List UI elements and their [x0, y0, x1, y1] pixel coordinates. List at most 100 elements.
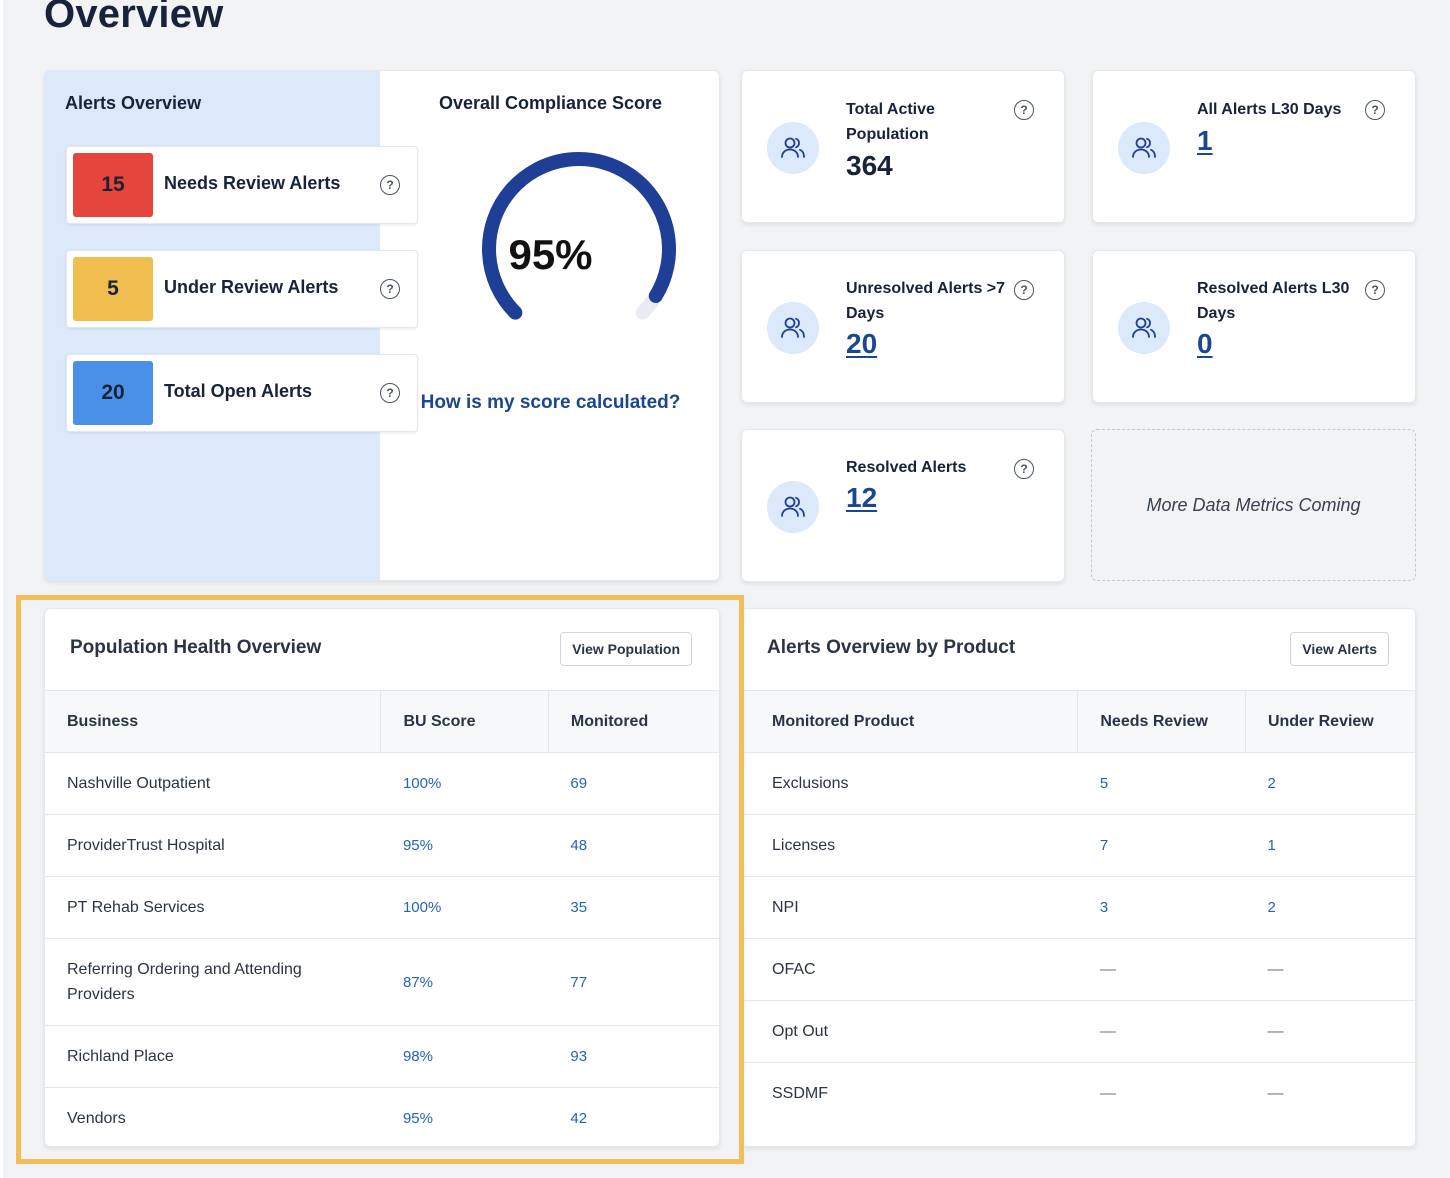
table-row: Referring Ordering and Attending Provide… — [45, 938, 719, 1026]
business-name: Referring Ordering and Attending Provide… — [45, 938, 381, 1026]
column-header-monitored-product[interactable]: Monitored Product — [742, 690, 1078, 753]
metric-label: Total Active Population — [846, 101, 935, 143]
table-row: SSDMF — — — [742, 1063, 1415, 1125]
page-title: Overview — [44, 0, 224, 36]
alerts-overview-title: Alerts Overview — [65, 93, 202, 113]
needs-review-label: Needs Review Alerts — [164, 173, 341, 193]
table-row: Licenses 7 1 — [742, 814, 1415, 877]
population-health-card: Population Health Overview View Populati… — [44, 608, 720, 1147]
bu-score-link[interactable]: 98% — [380, 1025, 549, 1088]
business-name: Vendors — [67, 1110, 126, 1128]
compliance-score-value: 95% — [508, 231, 593, 278]
alerts-by-product-title: Alerts Overview by Product — [767, 637, 1016, 658]
alerts-by-product-table: Monitored Product Needs Review Under Rev… — [742, 690, 1415, 1125]
total-open-count: 20 — [73, 361, 153, 425]
bu-score-link[interactable]: 87% — [380, 938, 549, 1026]
business-name: Richland Place — [45, 1025, 381, 1088]
bu-score-link[interactable]: 95% — [380, 814, 549, 877]
alerts-overview-panel: Alerts Overview 15 Needs Review Alerts ?… — [45, 71, 418, 580]
total-open-label: Total Open Alerts — [164, 381, 313, 401]
table-row: Richland Place 98% 93 — [45, 1025, 719, 1088]
product-name: OFAC — [742, 938, 1078, 1001]
metric-label: Unresolved Alerts >7 Days — [846, 280, 1006, 322]
column-header-bu-score[interactable]: BU Score — [380, 690, 549, 753]
monitored-count-link[interactable]: 48 — [548, 814, 719, 877]
product-name: SSDMF — [772, 1085, 828, 1103]
monitored-count-link[interactable]: 35 — [548, 876, 719, 939]
business-name: PT Rehab Services — [45, 876, 381, 939]
table-row: ProviderTrust Hospital 95% 48 — [45, 814, 719, 877]
monitored-count-link[interactable]: 77 — [548, 938, 719, 1026]
users-icon — [767, 122, 819, 174]
under-review-link[interactable]: 2 — [1245, 876, 1415, 939]
table-row: Nashville Outpatient 100% 69 — [45, 752, 719, 815]
help-icon[interactable]: ? — [380, 175, 400, 195]
total-open-alerts-row[interactable]: 20 Total Open Alerts ? — [66, 354, 418, 432]
metric-value-link[interactable]: 12 — [846, 482, 878, 513]
help-icon[interactable]: ? — [1365, 100, 1385, 120]
monitored-count-link[interactable]: 93 — [548, 1025, 719, 1088]
needs-review-value: — — [1077, 938, 1246, 1001]
compliance-gauge — [482, 152, 676, 320]
metric-label: Resolved Alerts L30 Days — [1197, 280, 1350, 322]
table-row: Exclusions 5 2 — [742, 752, 1415, 815]
bu-score-link[interactable]: 95% — [402, 1110, 433, 1128]
users-icon — [1118, 302, 1170, 354]
metric-card-resolved-alerts-l30: Resolved Alerts L30 Days 0 ? — [1092, 250, 1416, 403]
product-name: Licenses — [742, 814, 1078, 877]
under-review-value: — — [1245, 938, 1415, 1001]
users-icon — [1118, 122, 1170, 174]
metric-value-link[interactable]: 1 — [1197, 125, 1213, 156]
bu-score-link[interactable]: 100% — [380, 752, 549, 815]
users-icon — [767, 302, 819, 354]
under-review-count: 5 — [73, 257, 153, 321]
column-header-needs-review[interactable]: Needs Review — [1077, 690, 1246, 753]
needs-review-link[interactable]: 7 — [1077, 814, 1246, 877]
under-review-alerts-row[interactable]: 5 Under Review Alerts ? — [66, 250, 418, 328]
help-icon[interactable]: ? — [380, 383, 400, 403]
alerts-by-product-card: Alerts Overview by Product View Alerts M… — [741, 608, 1416, 1147]
help-icon[interactable]: ? — [380, 279, 400, 299]
bu-score-link[interactable]: 100% — [380, 876, 549, 939]
column-header-monitored[interactable]: Monitored — [547, 690, 719, 753]
under-review-value: — — [1245, 1000, 1415, 1063]
column-header-under-review[interactable]: Under Review — [1244, 690, 1415, 753]
needs-review-value: — — [1099, 1085, 1116, 1103]
gauge-value-arc — [482, 152, 676, 320]
metric-card-unresolved-alerts: Unresolved Alerts >7 Days 20 ? — [741, 250, 1065, 403]
needs-review-link[interactable]: 5 — [1077, 752, 1246, 815]
product-name: NPI — [742, 876, 1078, 939]
needs-review-link[interactable]: 3 — [1077, 876, 1246, 939]
metric-label: All Alerts L30 Days — [1197, 101, 1342, 118]
under-review-link[interactable]: 2 — [1245, 752, 1415, 815]
under-review-label: Under Review Alerts — [164, 277, 339, 297]
metric-card-total-active-population: Total Active Population 364 ? — [741, 70, 1065, 223]
metric-value-link[interactable]: 20 — [846, 328, 878, 359]
help-icon[interactable]: ? — [1365, 280, 1385, 300]
compliance-score-title: Overall Compliance Score — [438, 93, 663, 113]
population-health-title: Population Health Overview — [70, 637, 322, 658]
alerts-overview-card: Alerts Overview 15 Needs Review Alerts ?… — [44, 70, 720, 581]
help-icon[interactable]: ? — [1014, 280, 1034, 300]
metric-value-link[interactable]: 0 — [1197, 328, 1213, 359]
business-name: Nashville Outpatient — [45, 752, 381, 815]
metric-value: 364 — [846, 150, 893, 181]
metric-card-resolved-alerts: Resolved Alerts 12 ? — [741, 429, 1065, 582]
table-row: NPI 3 2 — [742, 876, 1415, 939]
under-review-value: — — [1267, 1085, 1284, 1103]
needs-review-value: — — [1077, 1000, 1246, 1063]
table-row: Vendors 95% 42 — [45, 1088, 719, 1150]
monitored-count-link[interactable]: 42 — [570, 1110, 588, 1128]
score-calculation-link-text[interactable]: How is my score calculated? — [420, 392, 681, 413]
view-alerts-button[interactable]: View Alerts — [1290, 632, 1389, 666]
view-population-button[interactable]: View Population — [560, 632, 692, 666]
score-calculation-link[interactable]: How is my score calculated? — [380, 387, 719, 418]
monitored-count-link[interactable]: 69 — [548, 752, 719, 815]
column-header-business[interactable]: Business — [45, 690, 381, 753]
metric-card-all-alerts-l30: All Alerts L30 Days 1 ? — [1092, 70, 1416, 223]
needs-review-alerts-row[interactable]: 15 Needs Review Alerts ? — [66, 146, 418, 224]
under-review-link[interactable]: 1 — [1245, 814, 1415, 877]
help-icon[interactable]: ? — [1014, 459, 1034, 479]
business-name: ProviderTrust Hospital — [45, 814, 381, 877]
help-icon[interactable]: ? — [1014, 100, 1034, 120]
